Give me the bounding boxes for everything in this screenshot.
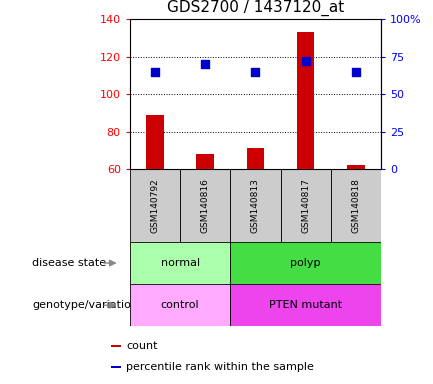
Text: GSM140813: GSM140813: [251, 178, 260, 233]
Title: GDS2700 / 1437120_at: GDS2700 / 1437120_at: [167, 0, 344, 17]
Point: [152, 68, 158, 74]
Bar: [130, 169, 180, 242]
Bar: [347, 165, 365, 169]
Text: normal: normal: [161, 258, 200, 268]
Bar: [111, 345, 120, 347]
Bar: [130, 284, 230, 326]
Text: count: count: [126, 341, 158, 351]
Text: GSM140818: GSM140818: [352, 178, 360, 233]
Text: percentile rank within the sample: percentile rank within the sample: [126, 362, 314, 372]
Text: GSM140792: GSM140792: [151, 178, 159, 233]
Bar: [130, 242, 230, 284]
Text: polyp: polyp: [291, 258, 321, 268]
Point: [352, 68, 359, 74]
Text: PTEN mutant: PTEN mutant: [269, 300, 342, 310]
Bar: [111, 366, 120, 368]
Text: genotype/variation: genotype/variation: [32, 300, 139, 310]
Text: disease state: disease state: [32, 258, 107, 268]
Bar: [180, 169, 230, 242]
Text: control: control: [161, 300, 200, 310]
Bar: [281, 169, 331, 242]
Bar: [230, 169, 281, 242]
Bar: [331, 169, 381, 242]
Bar: [146, 115, 164, 169]
Bar: [197, 154, 214, 169]
Text: GSM140817: GSM140817: [301, 178, 310, 233]
Point: [302, 58, 309, 64]
Point: [252, 68, 259, 74]
Text: GSM140816: GSM140816: [201, 178, 210, 233]
Point: [202, 61, 209, 67]
Bar: [297, 32, 314, 169]
Bar: [230, 284, 381, 326]
Bar: [230, 242, 381, 284]
Bar: [247, 148, 264, 169]
